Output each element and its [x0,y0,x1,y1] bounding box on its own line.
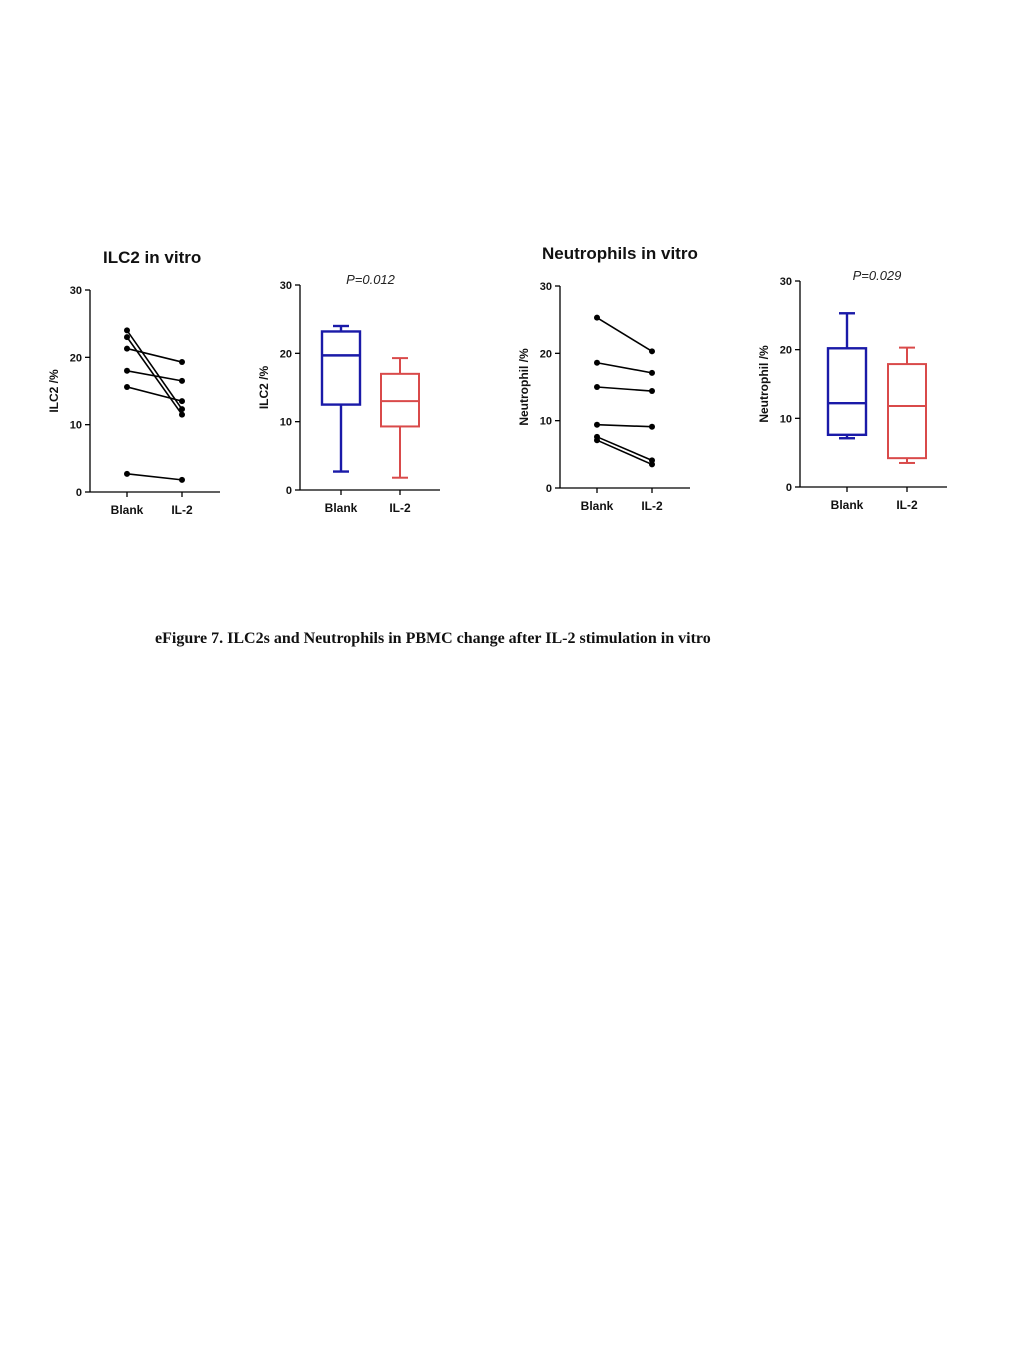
il2-point [179,476,185,483]
il2-point [649,348,655,355]
y-tick-label: 20 [70,352,82,364]
pair-line [596,423,653,428]
blank-point [124,327,130,334]
x-tick-label: IL-2 [896,498,918,512]
y-tick-label: 10 [280,417,292,429]
pair-line [596,386,653,392]
il2-box [887,363,927,460]
x-tick-label: Blank [581,499,614,513]
blank-point [594,314,600,321]
y-tick-label: 30 [780,276,792,288]
figure: ILC2 in vitro Neutrophils in vitro 0 10 20… [0,0,1024,600]
y-tick-label: 30 [70,285,82,297]
il2-point [649,388,655,395]
figure-caption: eFigure 7. ILC2s and Neutrophils in PBMC… [155,630,711,647]
il2-point [179,377,185,384]
il2-point [649,423,655,430]
y-tick-label: 0 [546,483,552,495]
pair-line [126,347,183,363]
il2-box [380,372,420,428]
pair-line [596,361,653,374]
blank-point [124,367,130,374]
il2-point [179,398,185,405]
y-tick-label: 30 [280,280,292,292]
y-tick-label: 20 [540,348,552,360]
pair-line [596,439,653,466]
neutrophils-panel-title: Neutrophils in vitro [542,244,698,263]
blank-point [124,345,130,352]
blank-box [320,330,362,406]
y-tick-label: 0 [286,485,292,497]
y-axis-label: Neutrophil /% [757,345,771,423]
x-tick-label: IL-2 [171,503,193,517]
blank-point [594,421,600,428]
il2-point [179,411,185,418]
il2-point [649,369,655,376]
pair-line [596,436,653,462]
blank-point [124,383,130,390]
pair-line [596,316,653,352]
x-tick-label: Blank [831,498,864,512]
ilc2-paired-chart: 0 10 20 30 Blank IL-2 ILC2 /% [47,285,220,517]
p-value-annotation: P=0.029 [853,268,902,283]
il2-point [179,406,185,413]
neutrophil-box-chart: 0 10 20 30 Blank IL-2 Neutrophil /% P=0.029 [757,268,947,512]
blank-point [594,384,600,390]
p-value-annotation: P=0.012 [346,272,396,287]
blank-box [826,347,868,437]
y-tick-label: 20 [780,345,792,357]
blank-point [594,437,600,444]
y-tick-label: 10 [70,420,82,432]
il2-point [179,359,185,366]
y-tick-label: 20 [280,348,292,360]
il2-point [649,461,655,468]
y-tick-label: 10 [540,416,552,428]
y-axis-label: Neutrophil /% [517,348,531,426]
y-axis-label: ILC2 /% [47,369,61,413]
blank-point [124,334,130,341]
neutrophil-paired-chart: 0 10 20 30 Blank IL-2 Neutrophil /% [517,281,690,513]
pair-line [126,473,183,481]
y-tick-label: 0 [76,487,82,499]
x-tick-label: IL-2 [389,501,411,515]
x-tick-label: IL-2 [641,499,663,513]
x-tick-label: Blank [325,501,358,515]
y-tick-label: 30 [540,281,552,293]
y-tick-label: 10 [780,413,792,425]
x-tick-label: Blank [111,503,144,517]
ilc2-panel-title: ILC2 in vitro [103,248,202,267]
ilc2-box-chart: 0 10 20 30 Blank IL-2 ILC2 /% P=0.012 [257,272,440,515]
blank-point [124,470,130,477]
blank-point [594,359,600,366]
pair-line [126,329,183,410]
y-tick-label: 0 [786,482,792,494]
y-axis-label: ILC2 /% [257,366,271,410]
pair-line [126,386,183,402]
pair-line [126,370,183,382]
